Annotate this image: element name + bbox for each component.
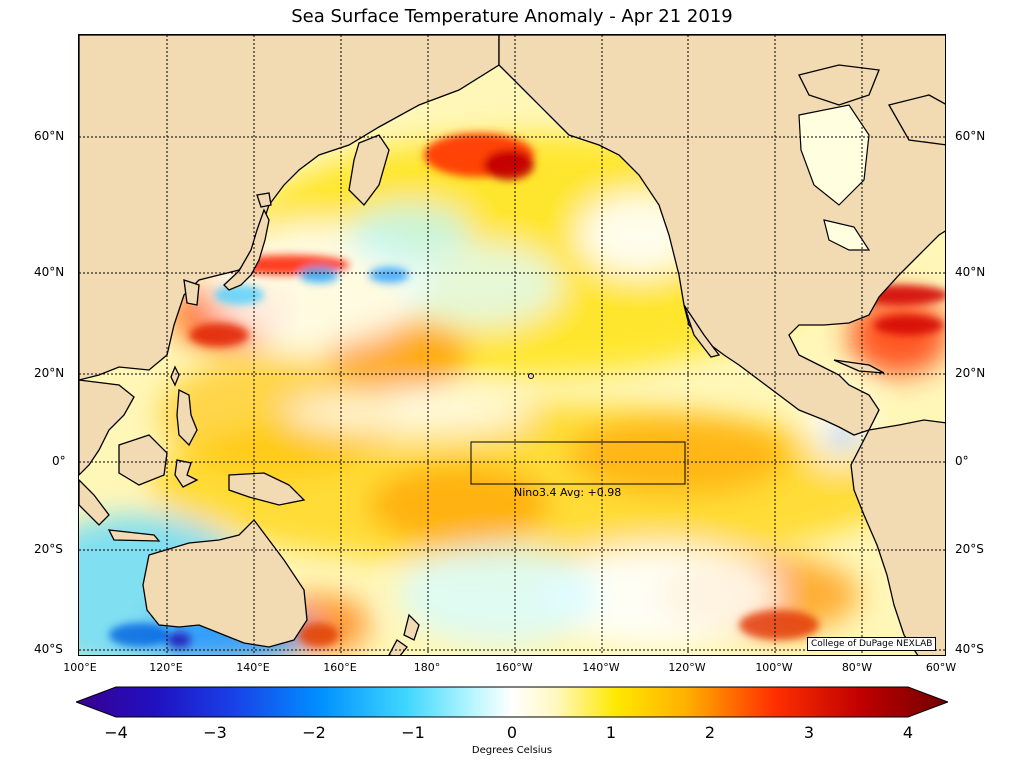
lat-label-left: 40°S: [34, 642, 63, 656]
lat-label-right: 60°N: [955, 129, 986, 143]
lat-label-left: 0°: [52, 454, 66, 468]
lat-label-right: 40°S: [955, 642, 984, 656]
colorbar-tick: −1: [401, 723, 425, 742]
colorbar: [74, 686, 950, 718]
lat-label-left: 40°N: [34, 265, 65, 279]
colorbar-label: Degrees Celsius: [471, 745, 553, 756]
lat-label-right: 40°N: [955, 265, 986, 279]
colorbar-tick: 3: [803, 723, 815, 742]
map-canvas: [79, 35, 945, 655]
lat-label-right: 20°N: [955, 366, 986, 380]
map-title: Sea Surface Temperature Anomaly - Apr 21…: [291, 6, 733, 27]
lat-label-left: 60°N: [34, 129, 65, 143]
lon-label: 100°E: [63, 661, 97, 674]
sst-anomaly-map: [78, 34, 946, 656]
lat-label-left: 20°N: [34, 366, 65, 380]
colorbar-svg: [74, 686, 950, 718]
lon-label: 60°W: [925, 661, 957, 674]
inland-water: [798, 104, 871, 251]
lon-label: 120°W: [668, 661, 706, 674]
nino34-box: [470, 441, 686, 485]
lon-label: 180°: [413, 661, 441, 674]
graticule: [79, 35, 945, 655]
colorbar-tick: −3: [203, 723, 227, 742]
credit-badge: College of DuPage NEXLAB: [807, 637, 937, 651]
lat-label-right: 0°: [955, 454, 969, 468]
colorbar-tick: 0: [506, 723, 518, 742]
lon-label: 160°W: [495, 661, 533, 674]
colorbar-tick: 1: [605, 723, 617, 742]
lon-label: 80°W: [841, 661, 873, 674]
nino34-average-label: Nino3.4 Avg: +0.98: [514, 486, 622, 499]
lat-label-right: 20°S: [955, 542, 984, 556]
anomaly-detail: [109, 133, 945, 648]
lon-label: 120°E: [149, 661, 183, 674]
colorbar-tick: 2: [704, 723, 716, 742]
lon-label: 140°E: [236, 661, 270, 674]
colorbar-tick: 4: [902, 723, 914, 742]
lon-label: 140°W: [582, 661, 620, 674]
lon-label: 160°E: [323, 661, 357, 674]
colorbar-tick: −2: [302, 723, 326, 742]
colorbar-tick: −4: [104, 723, 128, 742]
lat-label-left: 20°S: [34, 542, 63, 556]
lon-label: 100°W: [755, 661, 793, 674]
